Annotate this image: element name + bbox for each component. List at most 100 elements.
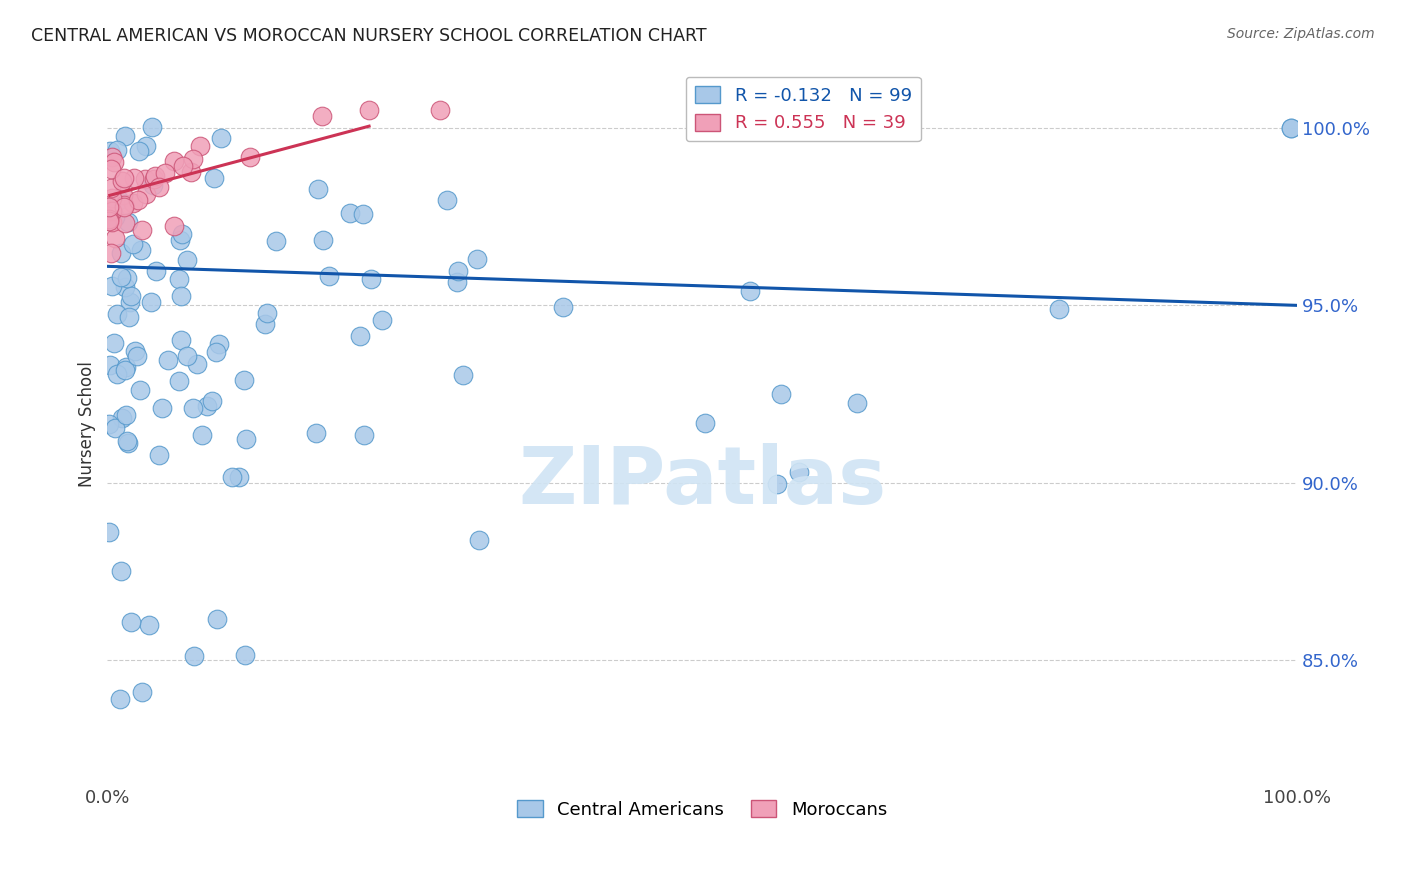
Point — [186, 357, 208, 371]
Point — [100, 279, 122, 293]
Point — [201, 393, 224, 408]
Point — [139, 294, 162, 309]
Point — [228, 470, 250, 484]
Point — [148, 180, 170, 194]
Point — [100, 162, 122, 177]
Point — [311, 109, 333, 123]
Point — [110, 692, 132, 706]
Point — [353, 428, 375, 442]
Point — [307, 182, 329, 196]
Point — [97, 417, 120, 432]
Point — [111, 174, 134, 188]
Point — [100, 191, 122, 205]
Point — [120, 295, 142, 310]
Point — [117, 214, 139, 228]
Point — [101, 203, 124, 218]
Point — [232, 373, 254, 387]
Point — [121, 236, 143, 251]
Point — [170, 227, 193, 241]
Point — [205, 612, 228, 626]
Point — [765, 476, 787, 491]
Point — [100, 202, 122, 217]
Point — [105, 143, 128, 157]
Point — [190, 427, 212, 442]
Point — [447, 264, 470, 278]
Point — [98, 144, 121, 158]
Point — [789, 465, 811, 479]
Point — [148, 448, 170, 462]
Point — [254, 318, 277, 332]
Point — [429, 103, 451, 118]
Point — [142, 178, 165, 193]
Y-axis label: Nursery School: Nursery School — [79, 361, 96, 487]
Point — [122, 196, 145, 211]
Point — [143, 169, 166, 183]
Point — [143, 171, 166, 186]
Point — [436, 194, 458, 208]
Point — [845, 396, 868, 410]
Point — [1047, 302, 1070, 317]
Point — [122, 170, 145, 185]
Point — [318, 268, 340, 283]
Point — [235, 432, 257, 446]
Point — [153, 166, 176, 180]
Point — [97, 201, 120, 215]
Point — [129, 243, 152, 257]
Point — [120, 289, 142, 303]
Point — [103, 336, 125, 351]
Point — [134, 172, 156, 186]
Point — [114, 363, 136, 377]
Point — [169, 233, 191, 247]
Point — [208, 337, 231, 351]
Point — [150, 401, 173, 416]
Point — [339, 206, 361, 220]
Point — [695, 417, 717, 431]
Point — [100, 245, 122, 260]
Point — [169, 333, 191, 347]
Point — [204, 344, 226, 359]
Point — [97, 212, 120, 227]
Point — [114, 170, 136, 185]
Point — [124, 344, 146, 359]
Point — [156, 353, 179, 368]
Point — [163, 219, 186, 233]
Text: Source: ZipAtlas.com: Source: ZipAtlas.com — [1227, 27, 1375, 41]
Point — [100, 181, 122, 195]
Point — [551, 300, 574, 314]
Point — [360, 271, 382, 285]
Point — [305, 426, 328, 441]
Point — [769, 386, 792, 401]
Point — [128, 145, 150, 159]
Point — [98, 524, 121, 539]
Point — [110, 564, 132, 578]
Point — [135, 186, 157, 201]
Point — [349, 329, 371, 343]
Point — [104, 231, 127, 245]
Point — [145, 264, 167, 278]
Point — [115, 270, 138, 285]
Point — [112, 187, 135, 202]
Point — [446, 275, 468, 289]
Point — [117, 434, 139, 449]
Point — [167, 272, 190, 286]
Point — [107, 307, 129, 321]
Point — [163, 153, 186, 168]
Point — [97, 214, 120, 228]
Point — [101, 150, 124, 164]
Point — [176, 253, 198, 268]
Point — [176, 349, 198, 363]
Point — [117, 436, 139, 450]
Point — [114, 408, 136, 422]
Point — [738, 285, 761, 299]
Point — [264, 234, 287, 248]
Point — [221, 470, 243, 484]
Point — [138, 618, 160, 632]
Point — [129, 383, 152, 397]
Point — [135, 139, 157, 153]
Point — [451, 368, 474, 382]
Point — [167, 375, 190, 389]
Point — [107, 193, 129, 207]
Point — [180, 165, 202, 179]
Point — [195, 399, 218, 413]
Point — [183, 649, 205, 664]
